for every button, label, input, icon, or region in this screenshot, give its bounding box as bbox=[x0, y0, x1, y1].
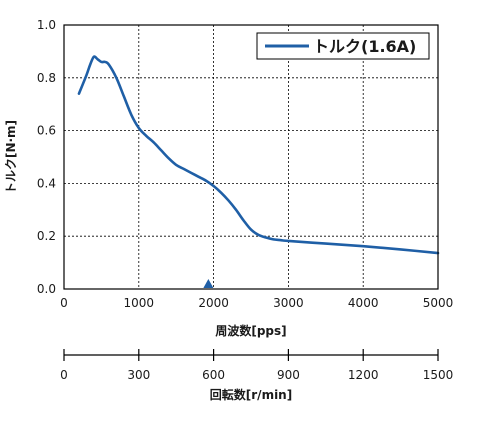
x-tick-label: 1000 bbox=[124, 296, 155, 310]
secondary-tick-layer: 0 300 600 900 1200 1500 bbox=[60, 349, 453, 382]
secondary-tick-label: 1500 bbox=[423, 368, 454, 382]
x-tick-label: 4000 bbox=[348, 296, 379, 310]
plot-frame bbox=[63, 24, 439, 290]
y-tick-label: 0.0 bbox=[37, 282, 56, 296]
legend: トルク(1.6A) bbox=[256, 32, 430, 60]
y-tick-label: 0.4 bbox=[37, 176, 56, 190]
frequency-marker bbox=[203, 279, 214, 288]
y-tick-label: 0.2 bbox=[37, 229, 56, 243]
series-layer bbox=[77, 55, 440, 255]
tick-layer: 0 1000 2000 3000 4000 5000 0.0 0.2 0.4 0.6 0.8 1.0 bbox=[37, 18, 453, 310]
y-tick-label: 1.0 bbox=[37, 18, 56, 32]
legend-label: トルク(1.6A) bbox=[313, 37, 416, 56]
y-tick-label: 0.8 bbox=[37, 71, 56, 85]
y-tick-label: 0.6 bbox=[37, 124, 56, 138]
x-tick-label: 3000 bbox=[273, 296, 304, 310]
secondary-tick-label: 0 bbox=[60, 368, 68, 382]
secondary-tick-label: 600 bbox=[202, 368, 225, 382]
x-axis-title: 周波数[pps] bbox=[215, 323, 286, 338]
secondary-tick-label: 300 bbox=[127, 368, 150, 382]
secondary-x-axis: 0 300 600 900 1200 1500 回転数[r/min] bbox=[60, 349, 453, 402]
secondary-tick-label: 900 bbox=[277, 368, 300, 382]
x-tick-label: 2000 bbox=[198, 296, 229, 310]
x-tick-label: 0 bbox=[60, 296, 68, 310]
y-axis-title: トルク[N·m] bbox=[4, 120, 18, 194]
secondary-tick-label: 1200 bbox=[348, 368, 379, 382]
grid-layer bbox=[64, 25, 438, 289]
secondary-x-axis-title: 回転数[r/min] bbox=[210, 387, 292, 402]
torque-series-line bbox=[77, 55, 440, 255]
x-tick-label: 5000 bbox=[423, 296, 454, 310]
